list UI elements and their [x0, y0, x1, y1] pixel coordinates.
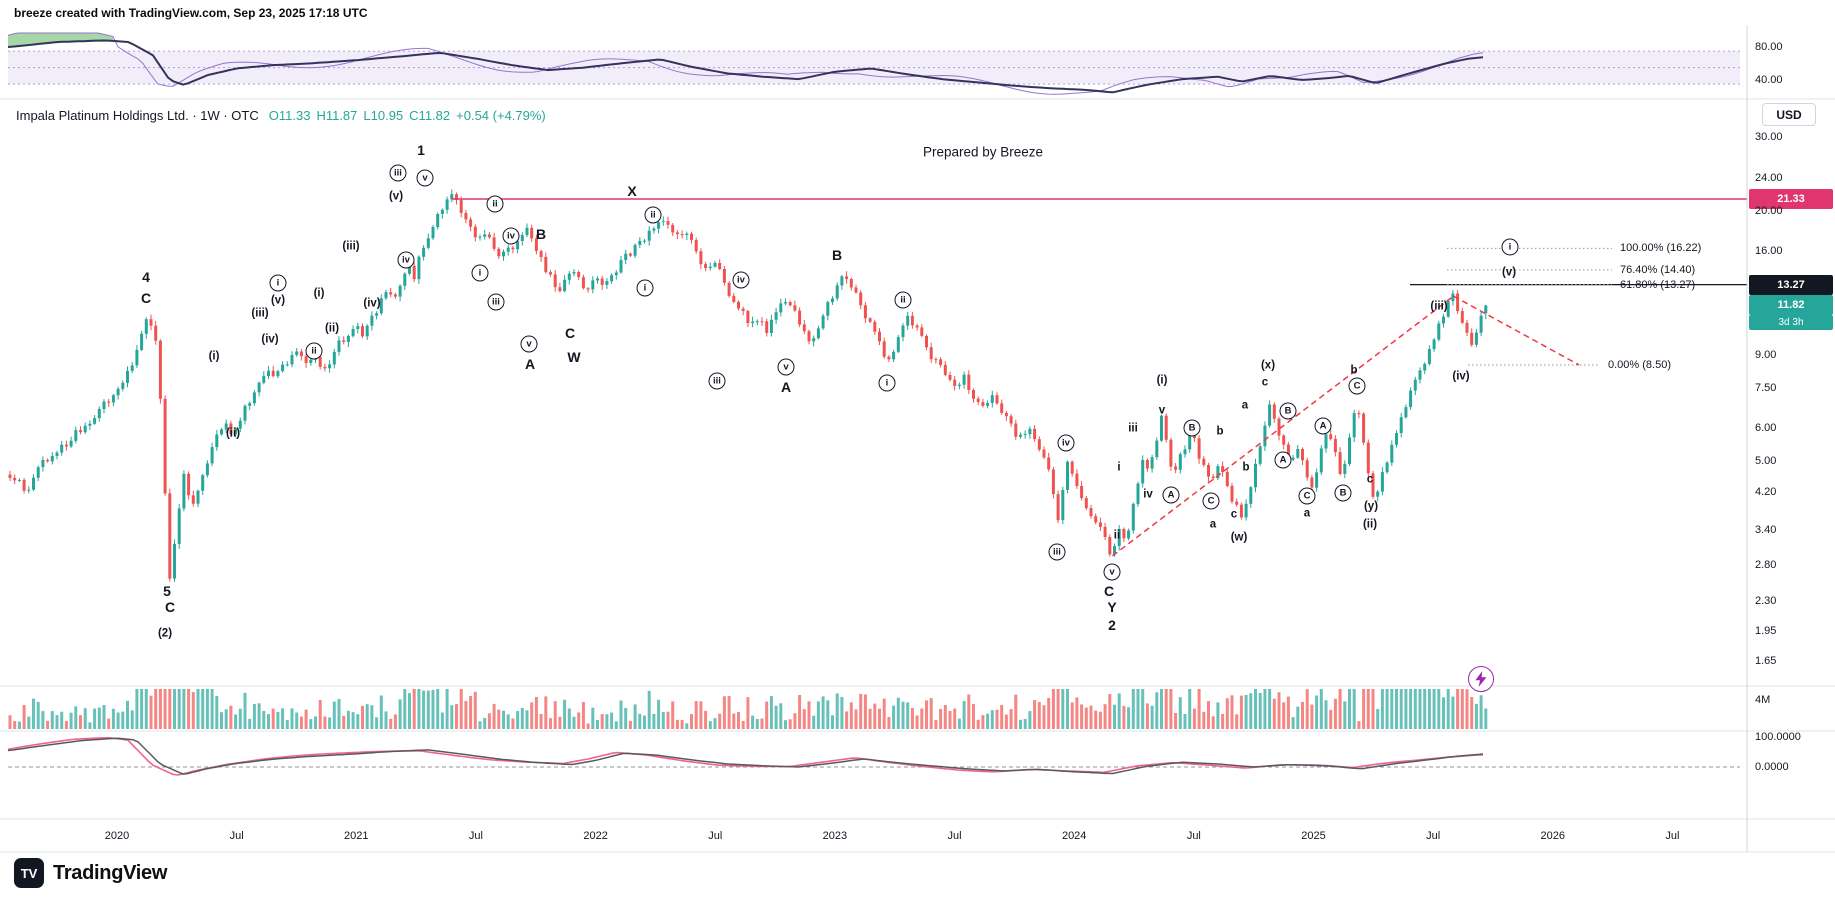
- symbol-legend[interactable]: Impala Platinum Holdings Ltd. · 1W · OTC…: [16, 108, 546, 123]
- bar-countdown-tag: 3d 3h: [1749, 315, 1833, 331]
- price-tag-wave1-high: 21.33: [1749, 189, 1833, 209]
- price-tag-fib-618: 13.27: [1749, 274, 1833, 295]
- ohlc-close: C11.82: [409, 108, 451, 123]
- tradingview-logo-icon: TV: [14, 858, 44, 888]
- tradingview-logo-text: TradingView: [53, 861, 168, 884]
- tradingview-logo[interactable]: TV TradingView: [14, 858, 167, 888]
- ohlc-high: H11.87: [316, 108, 358, 123]
- ohlc-low: L10.95: [363, 108, 404, 123]
- lightning-button[interactable]: [1468, 666, 1494, 692]
- ohlc-open: O11.33: [268, 108, 311, 123]
- symbol-title[interactable]: Impala Platinum Holdings Ltd. · 1W · OTC: [16, 108, 259, 123]
- ohlc-change: +0.54 (+4.79%): [456, 108, 546, 123]
- lightning-icon: [1475, 671, 1487, 687]
- watermark-top: breeze created with TradingView.com, Sep…: [14, 6, 368, 20]
- ohlc-values: O11.33 H11.87 L10.95 C11.82 +0.54 (+4.79…: [269, 108, 546, 123]
- watermark-prepared-by: Prepared by Breeze: [922, 144, 1044, 160]
- price-tag-current: 11.82: [1749, 295, 1833, 316]
- currency-button[interactable]: USD: [1762, 103, 1816, 126]
- price-axis[interactable]: [1747, 25, 1835, 852]
- time-axis[interactable]: [0, 819, 1747, 852]
